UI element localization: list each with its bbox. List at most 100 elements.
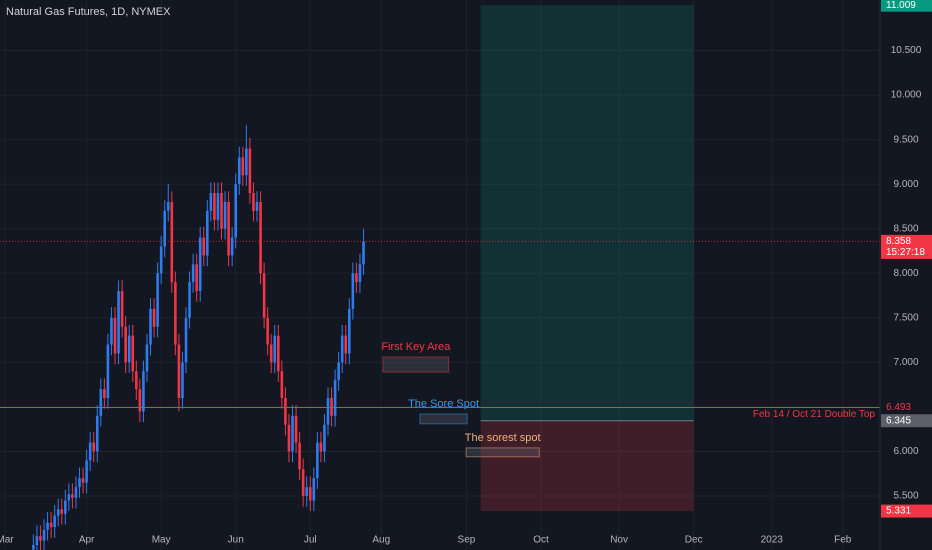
candle-body: [358, 264, 362, 283]
candle-body: [266, 317, 269, 345]
candle-body: [117, 291, 120, 354]
grid: [0, 0, 880, 550]
x-tick-label: Nov: [610, 535, 628, 546]
candle-body: [81, 478, 85, 483]
x-tick-label: Feb: [834, 535, 852, 546]
candle-body: [323, 424, 326, 452]
candle-body: [223, 201, 227, 229]
candle-body: [191, 264, 195, 283]
x-tick-label: Oct: [533, 535, 549, 546]
candle-body: [46, 522, 49, 530]
y-tick-label: 10.500: [891, 45, 922, 56]
candle-body: [67, 494, 71, 501]
zone-label: First Key Area: [381, 341, 451, 353]
candle-body: [351, 273, 355, 309]
candle-body: [259, 201, 262, 274]
hline-price-label-bg: [881, 401, 932, 415]
candle-body: [99, 389, 103, 416]
candle-body: [294, 415, 298, 443]
candle-body: [344, 335, 348, 354]
zone-box: [419, 413, 468, 425]
candle-body: [142, 371, 145, 412]
candle-body: [312, 478, 316, 501]
candle-body: [330, 397, 333, 416]
candle-body: [234, 184, 238, 238]
candle-body: [301, 469, 305, 497]
candle-body: [88, 442, 92, 461]
y-tick-label: 6.000: [893, 446, 918, 457]
candle-body: [305, 487, 309, 497]
candle-body: [209, 193, 213, 211]
candle-body: [291, 415, 294, 452]
candle-body: [202, 237, 206, 256]
candle-body: [319, 442, 323, 452]
candle-body: [206, 210, 209, 256]
candle-body: [269, 344, 273, 363]
candle-body: [106, 344, 110, 398]
candle-body: [348, 308, 351, 354]
candle-body: [298, 442, 301, 470]
candle-body: [163, 210, 167, 247]
candle-body: [39, 536, 42, 541]
candle-body: [287, 424, 291, 452]
candle-body: [170, 201, 174, 283]
candle-body: [284, 397, 287, 425]
candle-body: [74, 487, 78, 498]
x-tick-label: Dec: [685, 535, 703, 546]
x-tick-label: Jun: [228, 535, 244, 546]
stop-label-bg: [881, 504, 932, 518]
candle-body: [127, 335, 131, 363]
candle-body: [340, 335, 344, 363]
last-price-label-bg: [881, 234, 932, 259]
candle-body: [95, 415, 99, 452]
chart-title: Natural Gas Futures, 1D, NYMEX: [6, 6, 171, 18]
candle-body: [230, 237, 234, 256]
entry-label-bg: [881, 414, 932, 428]
candle-body: [174, 282, 177, 345]
candle-body: [159, 246, 163, 274]
price-axis: [880, 0, 932, 550]
candle-body: [188, 282, 191, 318]
x-tick-label: Aug: [372, 535, 390, 546]
candle-body: [166, 201, 170, 211]
candle-body: [241, 157, 245, 176]
candle-body: [60, 509, 64, 514]
candle-body: [131, 335, 135, 372]
candle-body: [227, 201, 230, 256]
target-zone: [480, 5, 694, 421]
candle-body: [248, 148, 252, 194]
candle-body: [85, 460, 88, 483]
x-tick-label: 2023: [761, 535, 784, 546]
entry-label: 6.345: [886, 415, 911, 426]
candle-body: [252, 193, 255, 211]
countdown: 15:27:18: [886, 247, 925, 258]
candle-body: [156, 273, 159, 327]
y-tick-label: 7.500: [893, 312, 918, 323]
candle-body: [78, 478, 81, 488]
candle-body: [53, 515, 56, 528]
target-label-bg: [881, 0, 932, 12]
candle-body: [71, 494, 74, 498]
y-tick-label: 9.500: [893, 134, 918, 145]
x-tick-label: Sep: [458, 535, 476, 546]
candle-body: [333, 380, 337, 416]
y-tick-label: 5.500: [893, 491, 918, 502]
candle-body: [308, 487, 312, 501]
candle-body: [326, 397, 330, 425]
candle-body: [113, 317, 117, 354]
y-tick-label: 8.000: [893, 268, 918, 279]
candle-body: [216, 193, 220, 220]
zone-label: The sorest spot: [465, 432, 541, 444]
candle-body: [135, 371, 138, 390]
candle-body: [49, 522, 53, 528]
candle-body: [255, 201, 259, 211]
y-tick-label: 8.500: [893, 223, 918, 234]
candle-body: [120, 291, 124, 327]
x-tick-label: May: [152, 535, 171, 546]
candle-body: [198, 237, 202, 292]
candle-body: [124, 326, 127, 363]
candle-body: [92, 442, 96, 452]
hline-price-label: 6.493: [886, 402, 911, 413]
